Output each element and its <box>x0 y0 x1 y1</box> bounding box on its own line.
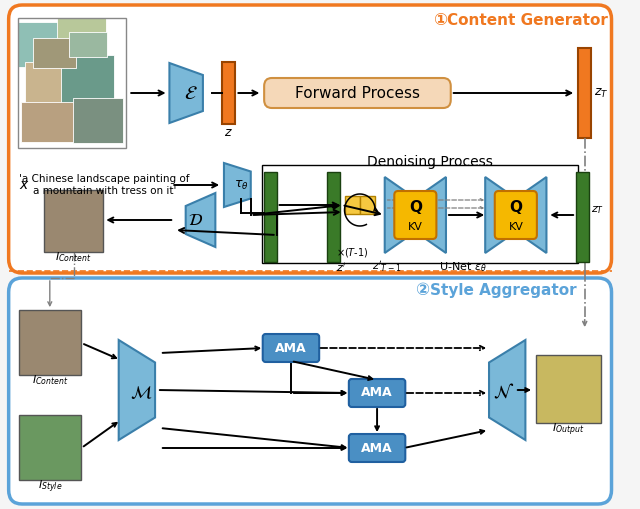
Text: ②: ② <box>415 281 429 299</box>
Text: Q: Q <box>509 200 522 214</box>
Bar <box>33 38 76 68</box>
FancyBboxPatch shape <box>9 5 611 273</box>
Text: $z$: $z$ <box>225 126 233 138</box>
Bar <box>19 415 81 480</box>
Text: $z'$: $z'$ <box>335 261 346 273</box>
Bar <box>360 196 375 214</box>
FancyBboxPatch shape <box>264 78 451 108</box>
Text: AMA: AMA <box>361 441 393 455</box>
Text: KV: KV <box>408 222 423 232</box>
Polygon shape <box>385 177 408 253</box>
Bar <box>56 18 106 60</box>
FancyBboxPatch shape <box>349 379 405 407</box>
Bar <box>19 310 81 375</box>
Text: $\times(T\text{-}1)$: $\times(T\text{-}1)$ <box>336 245 369 259</box>
FancyBboxPatch shape <box>349 434 405 462</box>
Text: ①: ① <box>433 11 447 29</box>
Bar <box>536 355 601 423</box>
Text: Style Aggregator: Style Aggregator <box>429 282 577 297</box>
Text: AMA: AMA <box>275 342 307 354</box>
Bar <box>576 172 589 262</box>
Polygon shape <box>118 340 155 440</box>
Text: $z_T$: $z_T$ <box>591 204 605 216</box>
Text: Forward Process: Forward Process <box>295 86 420 100</box>
Text: $x$: $x$ <box>19 178 30 192</box>
FancyBboxPatch shape <box>9 278 611 504</box>
Bar <box>44 190 104 252</box>
Polygon shape <box>170 63 203 123</box>
Text: $\tau_\theta$: $\tau_\theta$ <box>234 179 248 191</box>
Bar <box>264 172 276 262</box>
Text: $I_{Content}$: $I_{Content}$ <box>56 250 92 264</box>
Polygon shape <box>423 177 446 253</box>
Bar <box>73 98 122 143</box>
Polygon shape <box>524 177 547 253</box>
Bar <box>21 102 77 142</box>
FancyBboxPatch shape <box>495 191 537 239</box>
Bar <box>25 62 71 108</box>
Bar <box>262 165 578 263</box>
Polygon shape <box>485 177 508 253</box>
Text: $\mathcal{D}$: $\mathcal{D}$ <box>188 211 203 229</box>
Text: $I_{Content}$: $I_{Content}$ <box>31 373 68 387</box>
Bar <box>69 32 108 57</box>
Text: $z'_{T-1}$: $z'_{T-1}$ <box>372 260 401 274</box>
Text: Content Generator: Content Generator <box>447 13 608 27</box>
Polygon shape <box>489 340 525 440</box>
Text: U-Net $\epsilon_\theta$: U-Net $\epsilon_\theta$ <box>439 260 487 274</box>
Text: $I_{Style}$: $I_{Style}$ <box>38 479 62 495</box>
Text: Q: Q <box>409 200 422 214</box>
Text: $\mathcal{M}$: $\mathcal{M}$ <box>129 384 152 402</box>
Text: $\mathcal{E}$: $\mathcal{E}$ <box>184 83 197 102</box>
Bar <box>18 18 126 148</box>
Polygon shape <box>224 163 251 207</box>
FancyBboxPatch shape <box>263 334 319 362</box>
FancyBboxPatch shape <box>394 191 436 239</box>
Bar <box>327 172 340 262</box>
Bar <box>222 62 236 124</box>
Text: $\mathcal{N}$: $\mathcal{N}$ <box>493 383 514 403</box>
Bar <box>578 48 591 138</box>
Text: 'a Chinese landscape painting of
a mountain with tress on it': 'a Chinese landscape painting of a mount… <box>19 174 189 196</box>
Text: $I_{Output}$: $I_{Output}$ <box>552 422 585 438</box>
Bar <box>18 22 66 67</box>
Text: Denoising Process: Denoising Process <box>367 155 493 169</box>
Bar <box>61 55 114 105</box>
Text: KV: KV <box>508 222 524 232</box>
Polygon shape <box>186 193 215 247</box>
Bar <box>344 196 360 214</box>
Text: $z_T$: $z_T$ <box>595 87 609 100</box>
Text: AMA: AMA <box>361 386 393 400</box>
